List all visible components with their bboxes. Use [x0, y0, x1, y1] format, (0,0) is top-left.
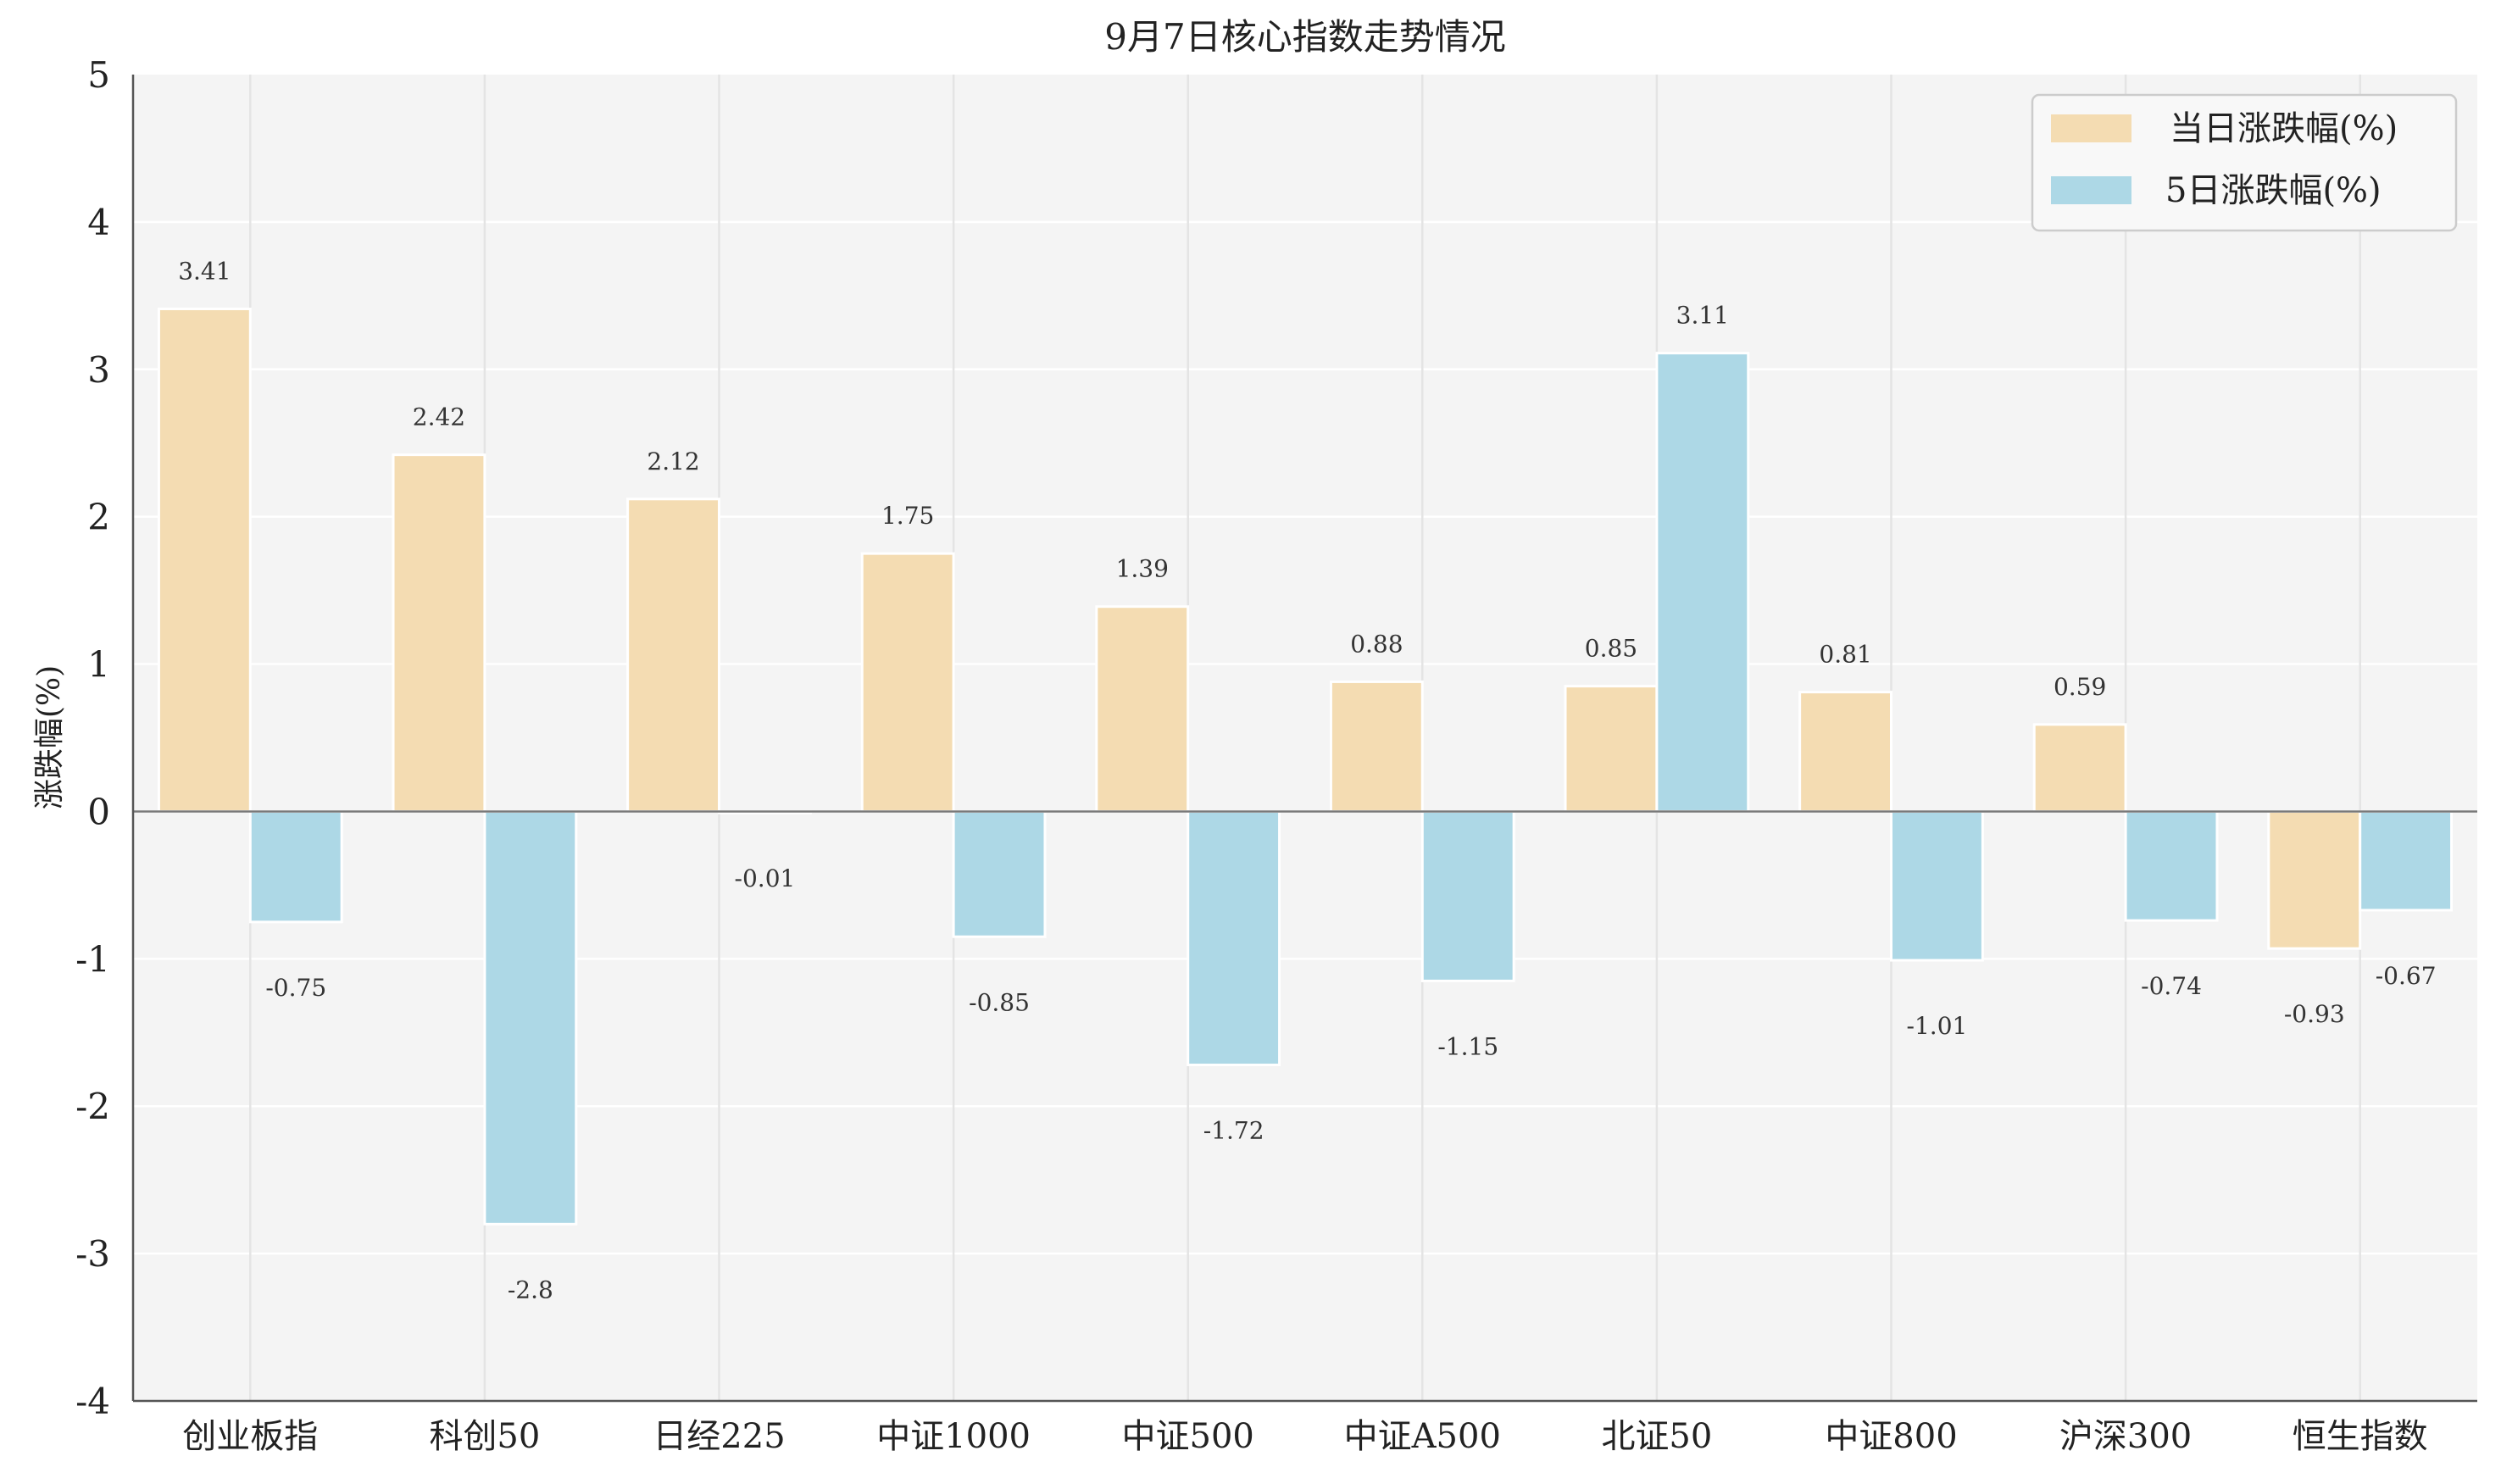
bar-daily	[626, 497, 720, 813]
x-tick-label: 沪深300	[2059, 1417, 2192, 1456]
x-tick-label: 中证800	[1825, 1417, 1957, 1456]
y-axis-label: 涨跌幅(%)	[32, 665, 67, 809]
bar-daily	[1329, 680, 1424, 813]
bar-5day	[1890, 809, 1984, 962]
y-tick-label: -3	[75, 1233, 110, 1275]
data-labels: 3.41 2.42 2.12 1.75 1.39 0.88 0.85 0.81 0.59 -0.9…	[178, 257, 2436, 1303]
y-tick-label: 1	[87, 644, 110, 686]
data-label-daily: 0.85	[1585, 635, 1637, 663]
legend: 当日涨跌幅(%) 5日涨跌幅(%)	[2031, 93, 2458, 232]
data-label-5day: -2.8	[508, 1276, 553, 1303]
bar-5day	[248, 809, 343, 924]
bar-daily	[2267, 809, 2362, 950]
y-tick-label: 3	[87, 349, 110, 391]
data-label-5day: -1.01	[1907, 1012, 1968, 1040]
legend-swatch-5day	[2051, 176, 2131, 204]
data-label-daily: 1.75	[881, 502, 934, 530]
bar-daily	[2032, 723, 2127, 813]
x-ticks: 创业板指 科创50 日经225 中证1000 中证500 中证A500 北证50 中证800 沪…	[182, 1417, 2427, 1456]
bar-5day	[483, 809, 578, 1226]
data-label-5day: -1.72	[1203, 1117, 1264, 1145]
data-label-daily: 2.12	[647, 447, 699, 475]
data-label-daily: 3.41	[178, 257, 231, 285]
x-tick-label: 中证A500	[1344, 1417, 1501, 1456]
x-tick-label: 科创50	[429, 1417, 540, 1456]
bar-daily	[1798, 691, 1892, 813]
x-tick-label: 日经225	[653, 1417, 785, 1456]
bar-daily	[157, 307, 252, 813]
bars	[157, 307, 2454, 1226]
data-label-daily: 0.88	[1350, 630, 1403, 658]
bar-daily	[1095, 605, 1190, 813]
bar-5day	[952, 809, 1047, 938]
data-label-5day: -0.67	[2376, 962, 2437, 990]
data-label-5day: -0.01	[735, 864, 796, 892]
axes	[131, 75, 2477, 1403]
y-tick-label: -2	[75, 1086, 110, 1127]
data-label-daily: 1.39	[1116, 555, 1169, 583]
data-label-5day: -1.15	[1437, 1032, 1498, 1060]
y-tick-label: 4	[87, 202, 110, 243]
data-label-daily: 0.59	[2054, 673, 2106, 701]
data-label-5day: -0.85	[969, 988, 1030, 1016]
bar-daily	[392, 453, 486, 813]
x-tick-label: 中证500	[1122, 1417, 1254, 1456]
bar-daily	[860, 552, 955, 813]
y-tick-label: -1	[75, 938, 110, 980]
data-label-daily: 2.42	[413, 403, 465, 431]
data-label-5day: -0.75	[265, 974, 326, 1002]
data-label-daily: -0.93	[2284, 1000, 2345, 1028]
bar-5day	[2359, 809, 2454, 912]
x-tick-label: 北证50	[1601, 1417, 1712, 1456]
y-tick-label: -4	[75, 1381, 110, 1422]
y-ticks: -4 -3 -2 -1 0 1 2 3 4 5	[75, 54, 110, 1422]
x-tick-label: 恒生指数	[2293, 1417, 2428, 1456]
legend-box	[2031, 93, 2458, 232]
x-tick-label: 创业板指	[182, 1417, 318, 1456]
data-label-5day: -0.74	[2141, 972, 2202, 1000]
y-tick-label: 2	[87, 497, 110, 538]
y-tick-label: 0	[87, 791, 110, 832]
bar-5day	[1655, 352, 1750, 813]
bar-daily	[1564, 685, 1659, 813]
bar-5day	[1187, 809, 1281, 1067]
data-label-daily: 0.81	[1819, 641, 1871, 669]
x-tick-label: 中证1000	[876, 1417, 1031, 1456]
legend-label-5day: 5日涨跌幅(%)	[2165, 171, 2382, 210]
bar-5day	[1420, 809, 1515, 982]
legend-swatch-daily	[2051, 114, 2131, 142]
chart-title: 9月7日核心指数走势情况	[1104, 16, 1505, 58]
legend-label-daily: 当日涨跌幅(%)	[2170, 109, 2398, 148]
bar-5day	[2124, 809, 2219, 922]
data-label-5day: 3.11	[1676, 302, 1729, 330]
y-tick-label: 5	[87, 54, 110, 96]
